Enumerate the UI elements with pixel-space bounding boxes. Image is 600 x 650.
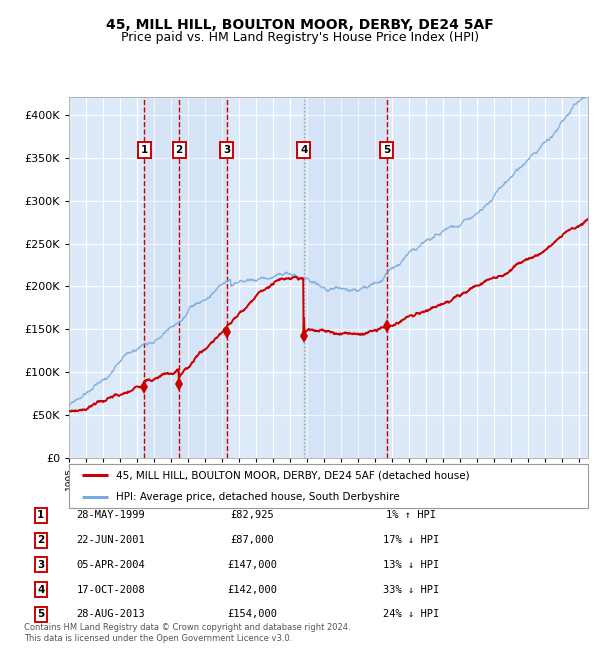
Text: 1: 1 — [140, 145, 148, 155]
Text: HPI: Average price, detached house, South Derbyshire: HPI: Average price, detached house, Sout… — [116, 492, 400, 502]
Text: 5: 5 — [383, 145, 390, 155]
Text: 4: 4 — [300, 145, 308, 155]
Text: 13% ↓ HPI: 13% ↓ HPI — [383, 560, 439, 570]
Bar — [179, 98, 227, 458]
Text: 28-AUG-2013: 28-AUG-2013 — [77, 609, 145, 619]
Text: 3: 3 — [37, 560, 44, 570]
Text: 05-APR-2004: 05-APR-2004 — [77, 560, 145, 570]
Text: 4: 4 — [37, 584, 44, 595]
Text: £82,925: £82,925 — [230, 510, 274, 521]
Text: 2: 2 — [37, 535, 44, 545]
Text: £147,000: £147,000 — [227, 560, 277, 570]
Text: Contains HM Land Registry data © Crown copyright and database right 2024.
This d: Contains HM Land Registry data © Crown c… — [24, 623, 350, 643]
Text: 45, MILL HILL, BOULTON MOOR, DERBY, DE24 5AF (detached house): 45, MILL HILL, BOULTON MOOR, DERBY, DE24… — [116, 470, 469, 480]
Text: Price paid vs. HM Land Registry's House Price Index (HPI): Price paid vs. HM Land Registry's House … — [121, 31, 479, 44]
Text: 5: 5 — [37, 609, 44, 619]
Bar — [304, 98, 386, 458]
Text: 17-OCT-2008: 17-OCT-2008 — [77, 584, 145, 595]
Text: 1% ↑ HPI: 1% ↑ HPI — [386, 510, 436, 521]
Text: £154,000: £154,000 — [227, 609, 277, 619]
Text: £87,000: £87,000 — [230, 535, 274, 545]
Text: 3: 3 — [223, 145, 230, 155]
Text: 1: 1 — [37, 510, 44, 521]
Bar — [144, 98, 179, 458]
Text: 24% ↓ HPI: 24% ↓ HPI — [383, 609, 439, 619]
Text: 33% ↓ HPI: 33% ↓ HPI — [383, 584, 439, 595]
Text: 45, MILL HILL, BOULTON MOOR, DERBY, DE24 5AF: 45, MILL HILL, BOULTON MOOR, DERBY, DE24… — [106, 18, 494, 32]
Text: £142,000: £142,000 — [227, 584, 277, 595]
Text: 22-JUN-2001: 22-JUN-2001 — [77, 535, 145, 545]
Text: 17% ↓ HPI: 17% ↓ HPI — [383, 535, 439, 545]
Text: 2: 2 — [175, 145, 183, 155]
Text: 28-MAY-1999: 28-MAY-1999 — [77, 510, 145, 521]
